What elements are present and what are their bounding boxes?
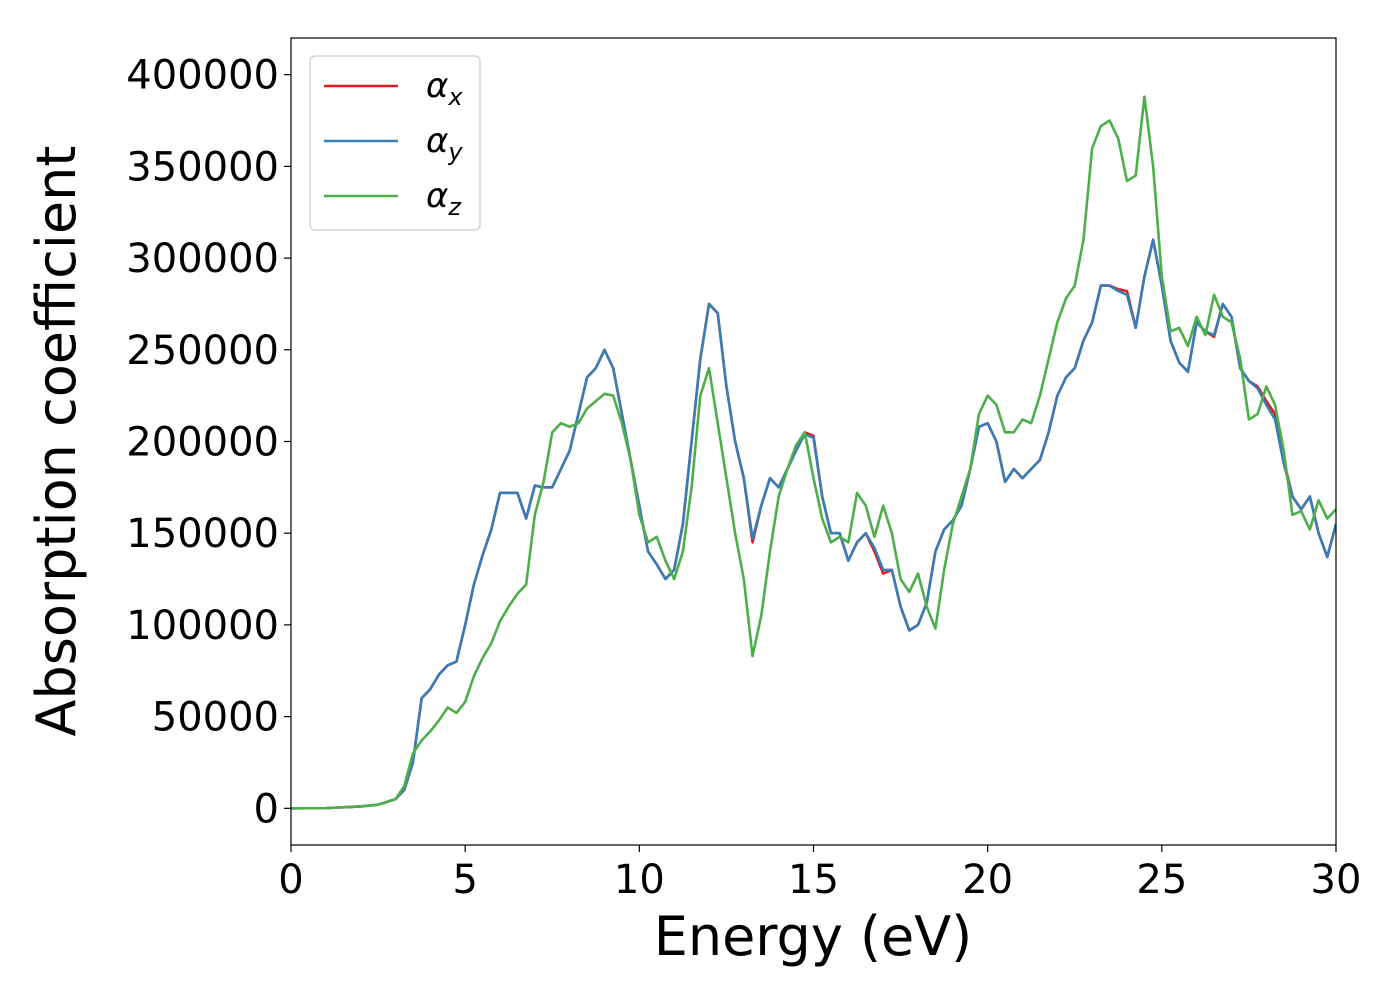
legend-box xyxy=(309,55,481,231)
plot-frame xyxy=(290,37,1337,846)
series-line xyxy=(291,238,1336,810)
y-axis-label: Absorption coefficient xyxy=(25,146,88,737)
legend-label: αx xyxy=(426,66,463,111)
y-tick-label: 50000 xyxy=(152,695,279,741)
y-tick-label: 350000 xyxy=(126,144,279,190)
x-tick-label: 30 xyxy=(1311,857,1362,903)
series-line xyxy=(291,95,1336,810)
y-tick-label: 250000 xyxy=(126,328,279,374)
x-tick-label: 5 xyxy=(452,857,477,903)
y-tick-label: 300000 xyxy=(126,236,279,282)
x-tick-label: 10 xyxy=(614,857,665,903)
y-tick-label: 0 xyxy=(254,786,279,832)
x-tick-label: 0 xyxy=(278,857,303,903)
x-tick-label: 15 xyxy=(788,857,839,903)
x-tick-label: 20 xyxy=(962,857,1013,903)
y-tick-label: 200000 xyxy=(126,420,279,466)
y-tick-label: 100000 xyxy=(126,603,279,649)
y-tick-label: 150000 xyxy=(126,511,279,557)
legend-label: αz xyxy=(426,176,462,221)
y-tick-label: 400000 xyxy=(126,53,279,99)
x-tick-label: 25 xyxy=(1136,857,1187,903)
x-axis-label: Energy (eV) xyxy=(654,905,973,968)
legend-label: αy xyxy=(426,121,463,166)
series-line xyxy=(291,238,1336,810)
